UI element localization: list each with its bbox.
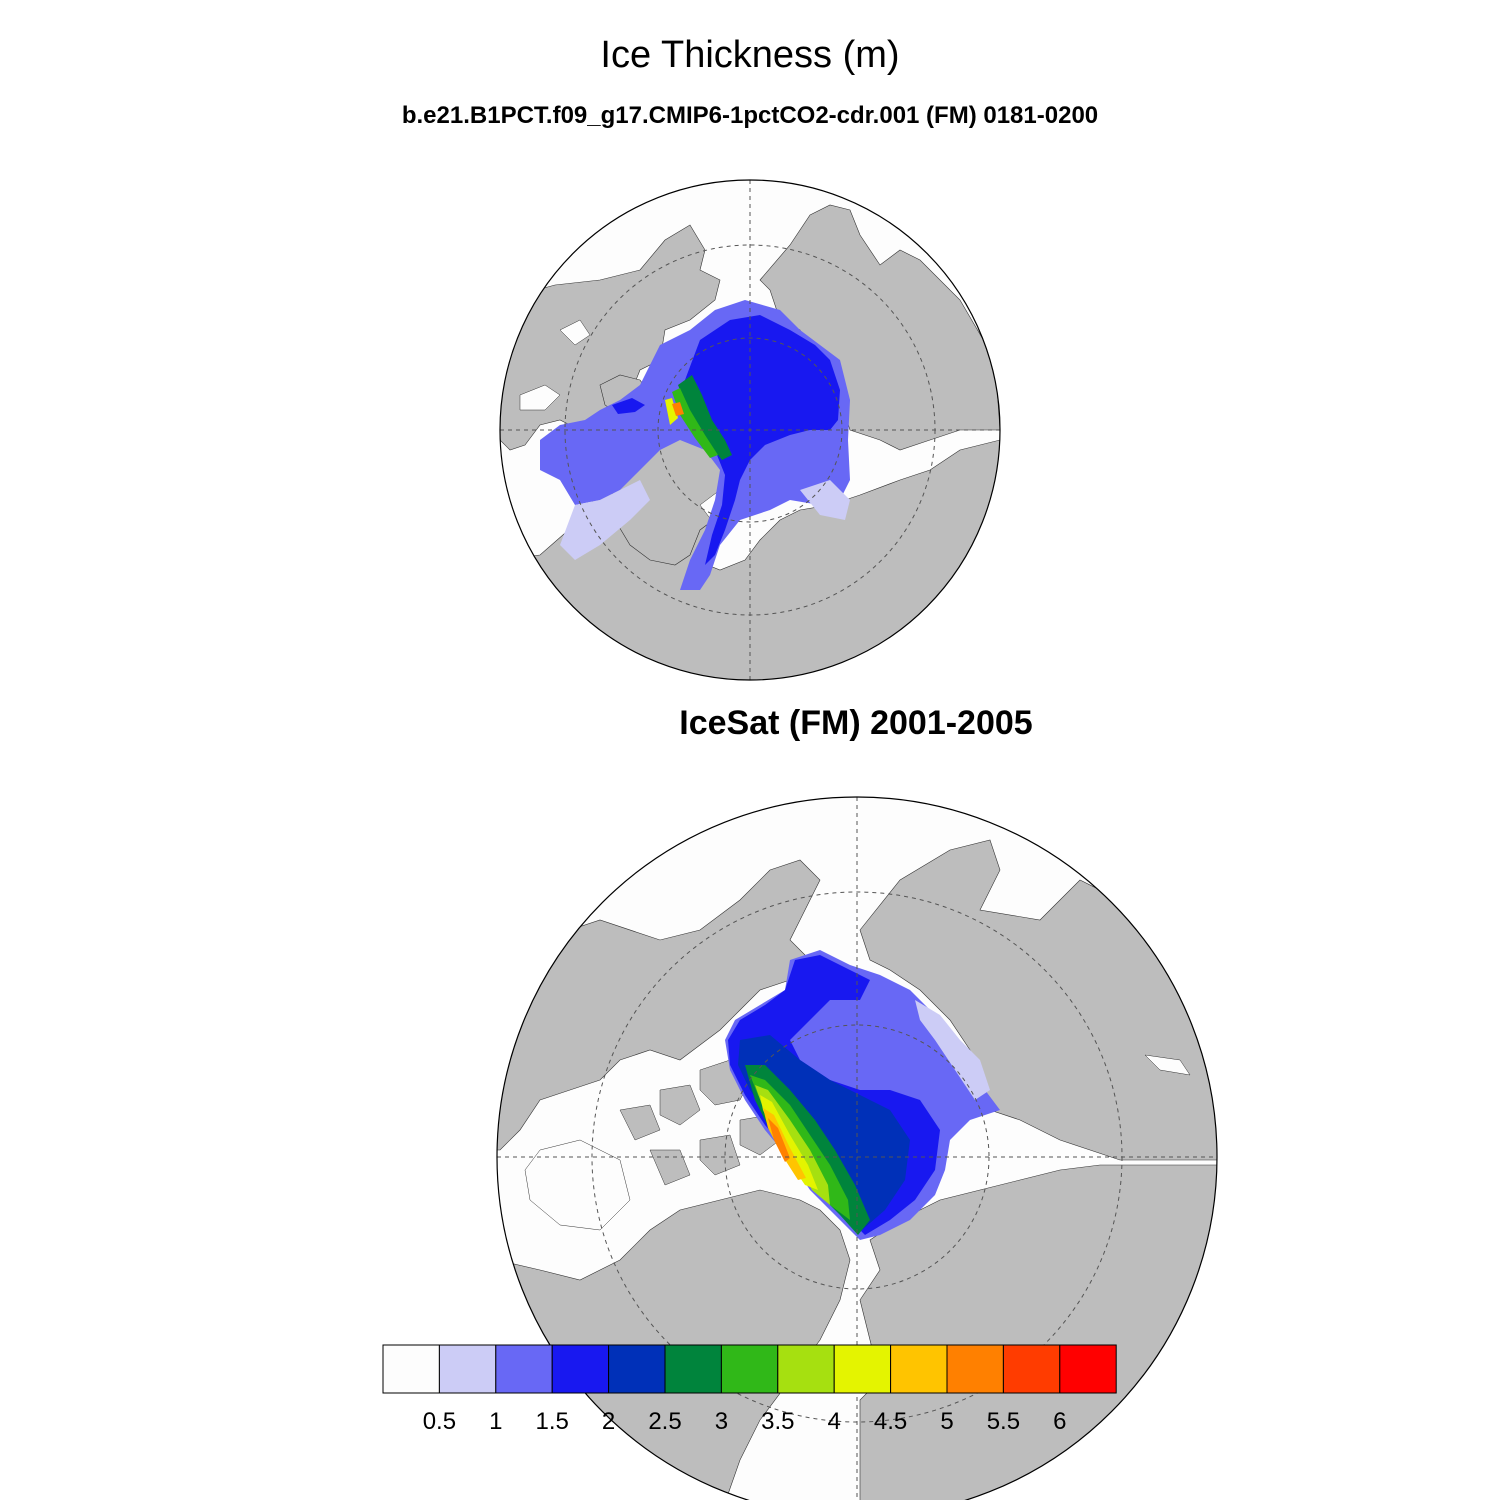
panel1-border: [499, 179, 1001, 681]
colorbar: 0.5 1 1.5 2 2.5 3 3.5 4 4.5 5 5.5 6: [382, 1344, 1117, 1435]
colorbar-box-10: [946, 1344, 1004, 1394]
panel2-title: IceSat (FM) 2001-2005: [679, 704, 1033, 742]
colorbar-label: 5: [940, 1408, 953, 1435]
colorbar-box-9: [890, 1344, 948, 1394]
colorbar-label: 4: [828, 1408, 841, 1435]
colorbar-box-2: [495, 1344, 553, 1394]
colorbar-label: 6: [1053, 1408, 1066, 1435]
figure-title: Ice Thickness (m): [600, 34, 900, 76]
colorbar-box-11: [1002, 1344, 1061, 1394]
panel2-water: [524, 1054, 1191, 1231]
panel2-ice-5to5.5: [768, 1118, 790, 1162]
colorbar-box-7: [777, 1344, 835, 1394]
colorbar-box-1: [438, 1344, 497, 1394]
panel2-map: [496, 796, 1218, 1500]
panel1-ice-0.5to1-b: [800, 480, 850, 520]
colorbar-label: 3.5: [761, 1408, 794, 1435]
colorbar-label: 5.5: [987, 1408, 1020, 1435]
colorbar-label: 1: [489, 1408, 502, 1435]
panel1-ice-channel: [612, 398, 645, 414]
panel1-ice-1.5to2: [685, 315, 840, 565]
colorbar-box-6: [720, 1344, 779, 1394]
panel1-title: b.e21.B1PCT.f09_g17.CMIP6-1pctCO2-cdr.00…: [401, 102, 1099, 129]
panel1-graticule: [500, 180, 1000, 680]
panel1-ice-yellow: [665, 398, 678, 425]
panel2-border: [496, 796, 1218, 1500]
panel1-map: [499, 179, 1001, 681]
colorbar-label: 2: [602, 1408, 615, 1435]
colorbar-box-5: [664, 1344, 722, 1394]
colorbar-box-4: [608, 1344, 666, 1394]
panel2-graticule: [497, 797, 1217, 1500]
colorbar-box-3: [551, 1344, 610, 1394]
colorbar-box-12: [1059, 1344, 1117, 1394]
colorbar-label: 4.5: [874, 1408, 907, 1435]
colorbar-label: 3: [715, 1408, 728, 1435]
colorbar-label: 0.5: [423, 1408, 456, 1435]
colorbar-box-0: [382, 1344, 440, 1394]
panel1-ice-0.5to1: [560, 480, 650, 560]
colorbar-label: 1.5: [536, 1408, 569, 1435]
panel2-ice-0.5to1: [915, 1000, 990, 1100]
colorbar-label: 2.5: [648, 1408, 681, 1435]
panel1-ice-lightgreen: [672, 388, 718, 458]
panel1-ice-orange: [672, 402, 684, 416]
panel2-ice-field: [725, 950, 1000, 1240]
colorbar-box-8: [833, 1344, 892, 1394]
panel1-ice-green: [678, 375, 732, 460]
panel1-ice-field: [540, 300, 850, 590]
